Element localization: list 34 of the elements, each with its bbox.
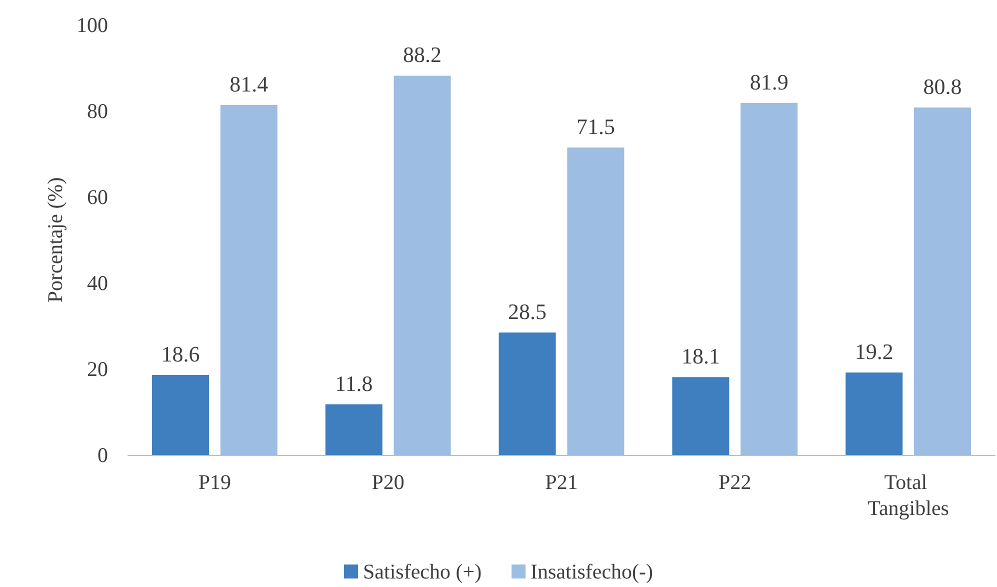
x-tick-label: Total Tangibles [868, 470, 949, 520]
bar [740, 102, 798, 455]
bar [498, 332, 556, 455]
bar [672, 377, 730, 455]
bar [846, 372, 903, 455]
data-label: 11.8 [335, 370, 373, 396]
x-tick-label: P20 [372, 470, 404, 494]
legend-label: Insatisfecho(-) [530, 560, 654, 584]
y-tick-label: 80 [87, 99, 108, 123]
y-tick-label: 0 [98, 443, 108, 467]
x-tick-label: P21 [545, 470, 578, 494]
bar [394, 76, 451, 455]
x-tick-label: P22 [718, 470, 752, 494]
y-tick-label: 20 [87, 357, 108, 381]
x-tick-label: P19 [198, 470, 232, 494]
y-tick-label: 40 [87, 271, 108, 295]
data-label: 18.1 [681, 344, 720, 369]
bar [914, 108, 971, 455]
data-label: 80.8 [923, 74, 962, 100]
data-label: 81.4 [230, 71, 268, 96]
legend-label: Satisfecho (+) [363, 560, 482, 584]
bar [567, 148, 624, 455]
data-label: 19.2 [854, 338, 894, 364]
y-axis-title: Porcentaje (%) [43, 177, 68, 303]
y-tick-label: 60 [87, 185, 108, 209]
bar [152, 375, 209, 455]
bar [325, 404, 382, 455]
y-tick-label: 100 [76, 13, 108, 37]
data-label: 88.2 [403, 42, 442, 68]
bar [220, 104, 278, 455]
data-label: 71.5 [576, 114, 615, 140]
data-label: 81.9 [750, 69, 788, 94]
data-label: 18.6 [161, 342, 200, 367]
data-label: 28.5 [508, 298, 547, 324]
